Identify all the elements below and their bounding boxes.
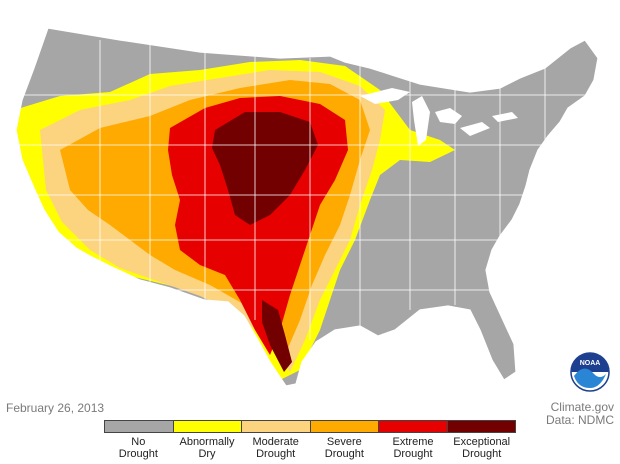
map-date: February 26, 2013 [6,401,105,415]
legend-bar [104,420,516,433]
zone-exceptional [212,112,318,225]
svg-text:NOAA: NOAA [580,360,601,367]
credits: Climate.gov Data: NDMC [546,401,614,427]
drought-map [15,27,599,387]
legend-label-abnormally-dry: Abnormally Dry [173,436,242,460]
legend-labels: No Drought Abnormally Dry Moderate Droug… [104,436,516,460]
great-lakes [360,88,518,146]
legend-label-line: Abnormally [179,436,235,448]
legend-label-line: Drought [393,448,433,460]
legend-swatch-extreme [379,421,448,432]
legend-label-line: Drought [324,448,364,460]
legend-label-line: Exceptional [453,436,511,448]
us-outline [15,27,599,387]
legend-label-line: Dry [198,448,216,460]
legend-label-line: Moderate [252,436,299,448]
legend-swatch-abnormally-dry [173,421,242,432]
legend-label-severe: Severe Drought [310,436,379,460]
legend-swatch-severe [310,421,379,432]
legend-label-line: Severe [326,436,362,448]
legend-swatch-moderate [242,421,311,432]
legend-label-no-drought: No Drought [104,436,173,460]
legend-label-line: Drought [256,448,296,460]
legend-swatch-no-drought [105,421,174,432]
credit-site: Climate.gov [550,400,614,414]
legend-label-line: Drought [462,448,502,460]
legend-label-extreme: Extreme Drought [379,436,448,460]
legend-label-moderate: Moderate Drought [241,436,310,460]
legend-label-line: No [131,436,146,448]
legend-label-line: Extreme [392,436,434,448]
zone-exceptional-south [262,300,292,372]
legend-label-line: Drought [118,448,158,460]
noaa-logo: NOAA [570,352,610,392]
credit-data-source: Data: NDMC [545,413,614,427]
legend-swatch-exceptional [447,421,515,432]
legend-label-exceptional: Exceptional Drought [447,436,516,460]
